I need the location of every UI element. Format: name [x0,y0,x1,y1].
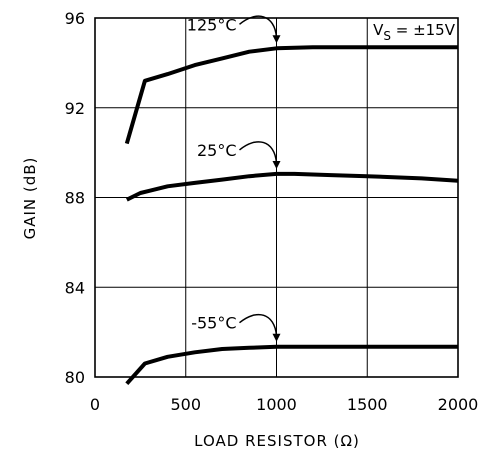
series-line-25c [125,171,459,202]
plot-frame [94,17,459,378]
supply-voltage-annotation: VS = ±15V [373,21,456,43]
vs-value: = ±15V [391,21,456,39]
series-pointer-125c [239,15,278,38]
vs-main: V [373,21,384,39]
x-tick-label: 500 [170,395,201,414]
x-axis-title: LOAD RESISTOR (Ω) [194,432,360,450]
series-line-125c [124,45,458,145]
y-tick-label: 96 [65,9,85,28]
x-tick-label: 1000 [256,395,297,414]
series-label-55c: -55°C [191,314,236,333]
x-tick-label: 0 [90,395,100,414]
vs-subscript: S [383,29,391,43]
series-arrowhead-25c [272,160,281,169]
y-tick-label: 80 [65,368,85,387]
y-tick-label: 88 [65,189,85,208]
y-axis-title: GAIN (dB) [21,157,39,240]
x-tick-label: 1500 [347,395,388,414]
y-tick-label: 92 [65,99,85,118]
curve-labels: 125°C 25°C -55°C [187,15,281,342]
series-arrowhead-125c [272,35,281,44]
grid [95,18,458,377]
series-label-25c: 25°C [197,141,237,160]
y-tick-label: 84 [65,278,85,297]
series-label-125c: 125°C [187,15,237,34]
series-line-55c [125,344,458,386]
series-pointer-55c [239,313,278,336]
series-arrowhead-55c [272,333,281,342]
series-pointer-25c [239,141,278,164]
tick-labels: 0 500 1000 1500 2000 80 84 88 92 96 [65,9,479,414]
x-tick-label: 2000 [438,395,479,414]
series-group [124,45,459,386]
